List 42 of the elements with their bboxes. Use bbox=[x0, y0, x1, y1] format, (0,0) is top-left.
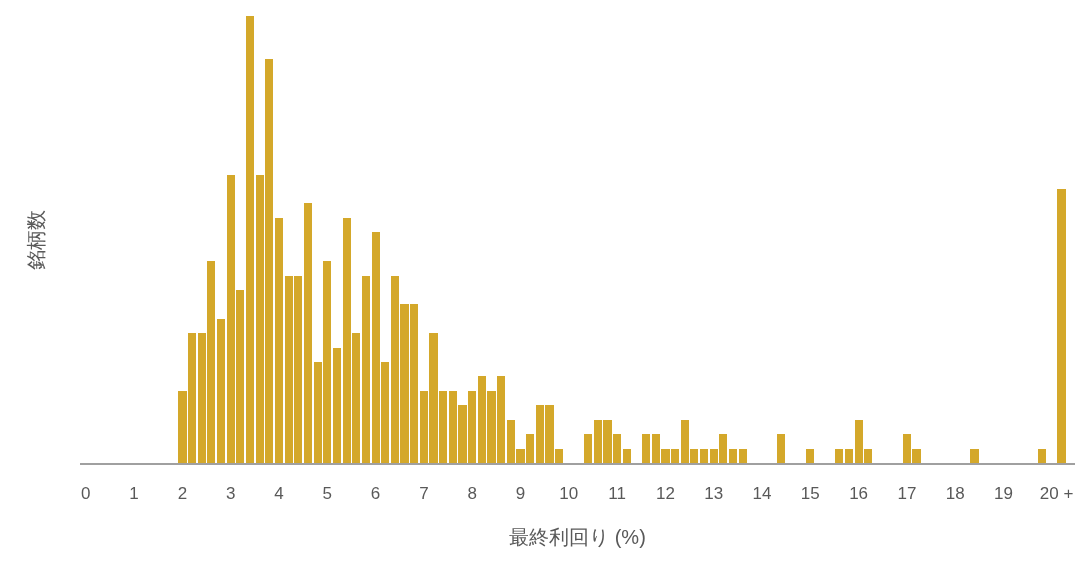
x-tick-label: 16 bbox=[849, 484, 869, 504]
x-tick-label: 6 bbox=[370, 484, 381, 504]
x-tick-label: 12 bbox=[655, 484, 675, 504]
bar bbox=[729, 449, 737, 463]
bar bbox=[333, 348, 341, 463]
bar bbox=[275, 218, 283, 463]
x-tick-label: 9 bbox=[515, 484, 526, 504]
bar bbox=[835, 449, 843, 463]
x-tick-label: 4 bbox=[274, 484, 284, 504]
x-tick-label: 19 bbox=[994, 484, 1013, 504]
x-tick-label: 1 bbox=[129, 484, 139, 504]
x-tick-label: 7 bbox=[419, 484, 429, 504]
x-tick-label: 17 bbox=[897, 484, 917, 504]
x-tick-label: 18 bbox=[945, 484, 965, 504]
bar bbox=[1038, 449, 1046, 463]
x-axis-title: 最終利回り (%) bbox=[509, 526, 646, 549]
x-tick-label: 10 bbox=[559, 484, 579, 504]
x-tick-label: 0 bbox=[81, 484, 91, 504]
x-tick-label: 20 + bbox=[1039, 484, 1074, 504]
x-tick-label: 2 bbox=[177, 484, 188, 504]
bar bbox=[623, 449, 631, 463]
x-tick-label: 3 bbox=[225, 484, 236, 504]
bar bbox=[584, 434, 592, 463]
x-tick-label: 14 bbox=[752, 484, 772, 504]
y-axis-title: 銘柄数 bbox=[24, 209, 47, 270]
bar bbox=[806, 449, 814, 463]
bar bbox=[777, 434, 785, 463]
bar bbox=[970, 449, 979, 463]
x-tick-label: 15 bbox=[800, 484, 820, 504]
bar bbox=[304, 203, 312, 463]
bar bbox=[700, 449, 708, 463]
bar bbox=[845, 449, 853, 463]
x-tick-label: 8 bbox=[467, 484, 477, 504]
x-tick-label: 5 bbox=[322, 484, 333, 504]
x-tick-label: 11 bbox=[608, 484, 626, 504]
bar bbox=[362, 276, 370, 463]
bar bbox=[642, 434, 650, 463]
bar bbox=[739, 449, 747, 463]
bar bbox=[246, 16, 254, 463]
bar bbox=[217, 319, 225, 463]
x-tick-label: 13 bbox=[704, 484, 724, 504]
bar bbox=[1057, 189, 1066, 463]
